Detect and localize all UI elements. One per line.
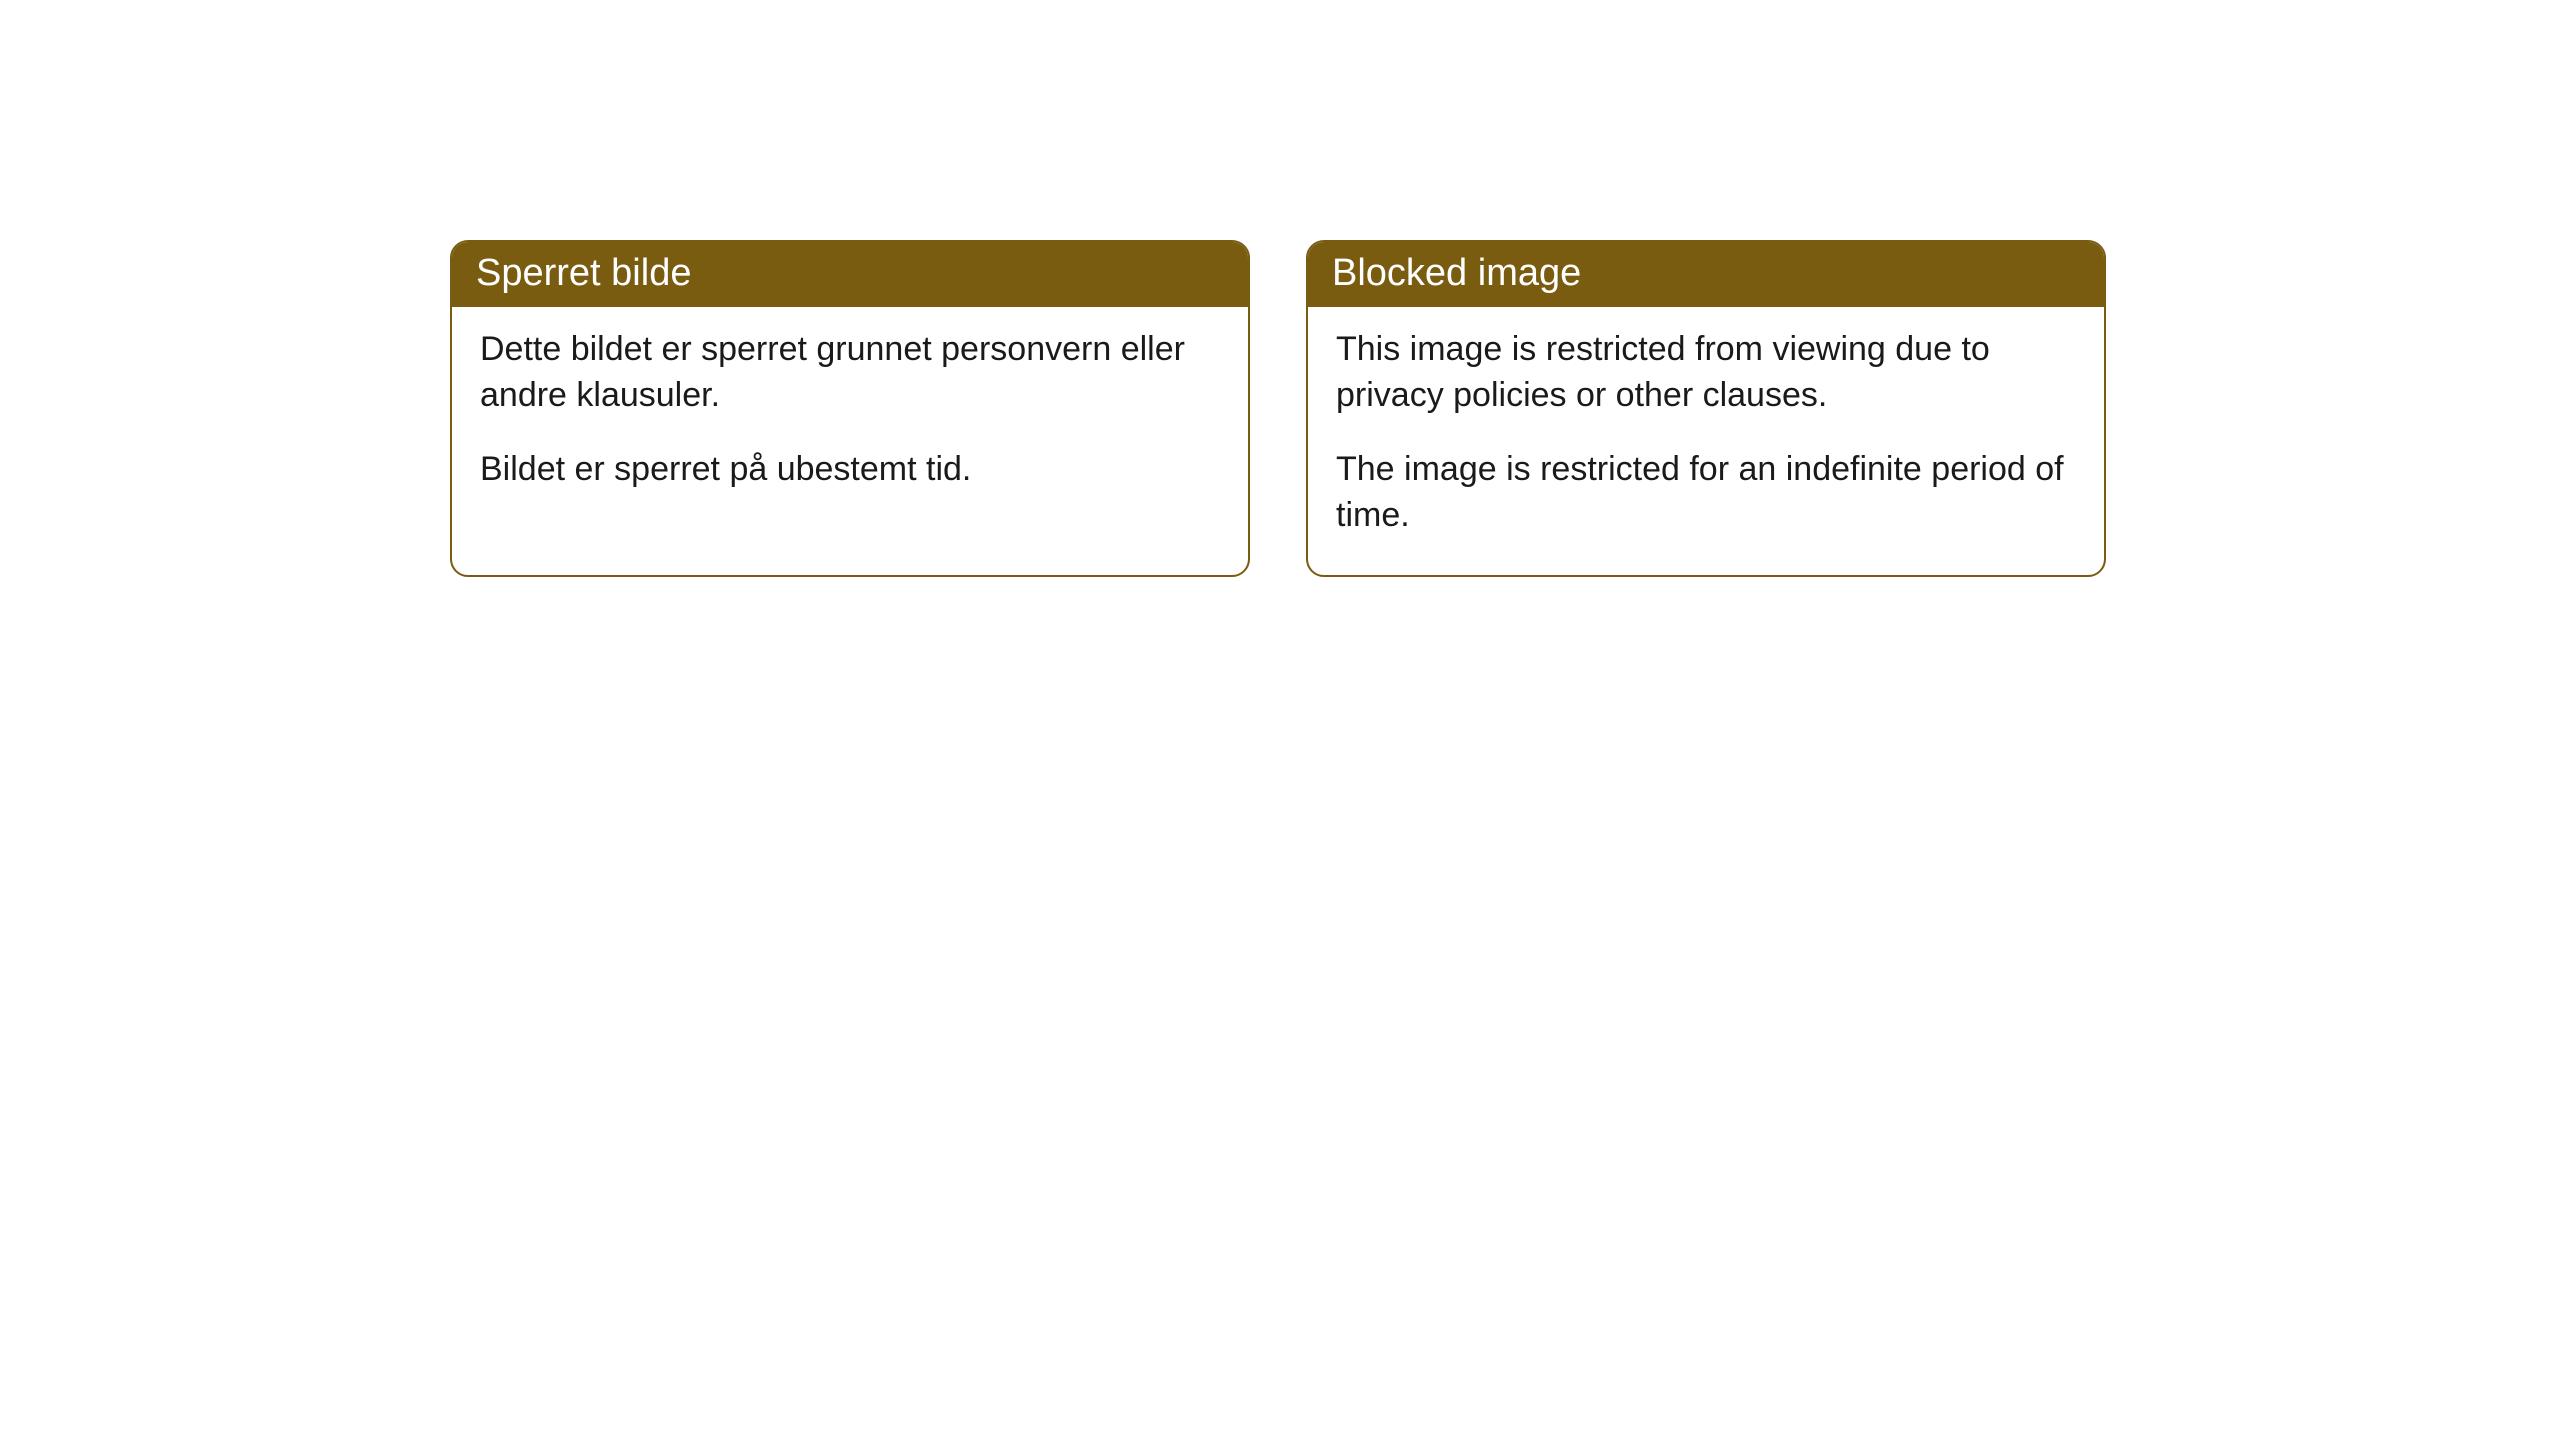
notice-card-english: Blocked image This image is restricted f…: [1306, 240, 2106, 577]
card-paragraph: The image is restricted for an indefinit…: [1336, 447, 2076, 539]
notice-cards-container: Sperret bilde Dette bildet er sperret gr…: [450, 240, 2560, 577]
card-paragraph: Dette bildet er sperret grunnet personve…: [480, 327, 1220, 419]
card-title: Blocked image: [1332, 252, 1581, 294]
card-paragraph: This image is restricted from viewing du…: [1336, 327, 2076, 419]
card-header-norwegian: Sperret bilde: [452, 242, 1248, 307]
card-paragraph: Bildet er sperret på ubestemt tid.: [480, 447, 1220, 493]
notice-card-norwegian: Sperret bilde Dette bildet er sperret gr…: [450, 240, 1250, 577]
card-header-english: Blocked image: [1308, 242, 2104, 307]
card-title: Sperret bilde: [476, 252, 691, 294]
card-body-english: This image is restricted from viewing du…: [1308, 307, 2104, 575]
card-body-norwegian: Dette bildet er sperret grunnet personve…: [452, 307, 1248, 529]
